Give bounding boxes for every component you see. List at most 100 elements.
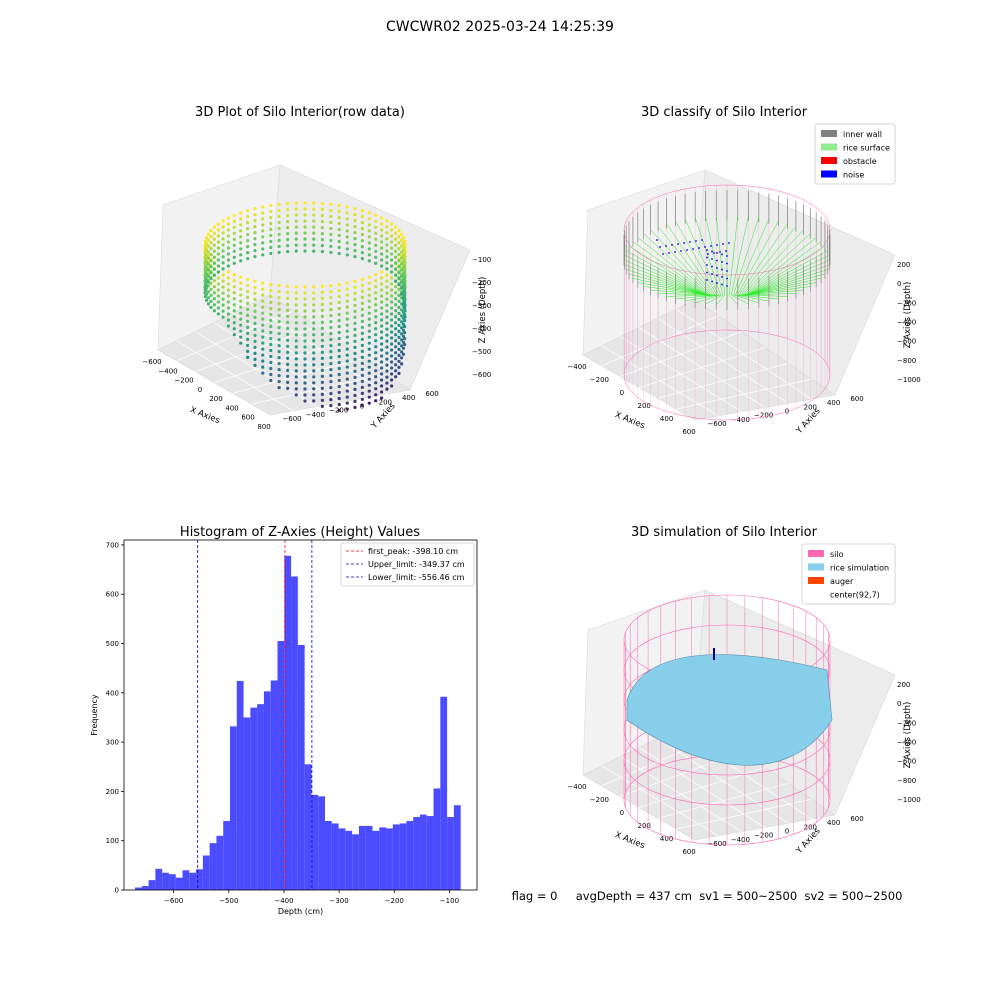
rice-surface-point (628, 273, 708, 296)
data-point (401, 266, 406, 270)
data-point (239, 217, 243, 221)
data-point (360, 343, 364, 348)
histogram-bar (399, 823, 407, 890)
data-point (312, 321, 316, 325)
noise-point (716, 244, 718, 246)
data-point (261, 347, 265, 351)
data-point (337, 342, 341, 347)
data-point (337, 233, 341, 238)
data-point (329, 325, 333, 330)
data-point (385, 369, 389, 373)
data-point (232, 273, 236, 277)
data-point (286, 244, 290, 248)
histogram-bar (426, 816, 434, 890)
data-point (312, 219, 316, 223)
data-point (221, 279, 225, 283)
y-tick-label: 500 (106, 640, 119, 648)
data-point (353, 309, 357, 313)
rice-surface-point (746, 273, 826, 296)
data-point (397, 299, 401, 303)
data-point (312, 369, 316, 373)
y-tick-label: −600 (282, 415, 301, 423)
data-point (353, 369, 357, 373)
data-point (269, 245, 273, 250)
data-point (380, 228, 384, 232)
data-point (353, 243, 357, 247)
data-point (367, 253, 371, 257)
data-point (320, 398, 324, 402)
data-point (212, 225, 216, 229)
data-point (320, 326, 324, 330)
data-point (401, 242, 406, 246)
data-point (294, 375, 298, 379)
data-point (277, 361, 281, 366)
data-point (212, 303, 216, 307)
rice-surface-point (624, 255, 707, 296)
data-point (261, 253, 265, 257)
histogram-bar (358, 825, 366, 890)
data-point (337, 366, 341, 371)
data-point (303, 393, 307, 397)
data-point (294, 381, 298, 385)
data-point (367, 259, 371, 263)
data-point (203, 239, 207, 243)
data-point (294, 333, 298, 337)
histogram-bar (236, 680, 244, 890)
simulation-shapes (623, 594, 833, 846)
data-point (320, 202, 324, 206)
data-point (269, 378, 273, 383)
data-point (390, 360, 394, 364)
noise-point (677, 243, 679, 245)
data-point (360, 301, 364, 306)
data-point (277, 220, 281, 225)
data-point (269, 251, 273, 256)
data-point (403, 281, 407, 285)
legend-label: rice surface (843, 144, 890, 153)
data-point (380, 234, 384, 238)
data-point (329, 238, 333, 243)
data-point (226, 222, 230, 226)
y-axis-label: Frequency (90, 694, 99, 736)
data-point (286, 356, 290, 360)
data-point (294, 231, 298, 235)
data-point (209, 235, 213, 239)
data-point (303, 231, 307, 235)
legend-label: Lower_limit: -556.46 cm (368, 573, 465, 582)
data-point (385, 363, 389, 367)
noise-point (662, 253, 664, 255)
data-point (303, 237, 307, 241)
data-point (320, 220, 324, 224)
data-point (239, 211, 243, 215)
data-point (312, 207, 316, 211)
data-point (203, 295, 207, 299)
data-point (239, 317, 243, 321)
histogram-bar (216, 835, 224, 890)
histogram-bar (223, 820, 231, 890)
data-point (312, 333, 316, 337)
data-point (246, 283, 250, 288)
data-point (394, 339, 398, 343)
data-point (261, 205, 265, 209)
data-point (374, 339, 378, 343)
data-point (204, 272, 209, 276)
data-point (380, 336, 384, 340)
noise-point (704, 246, 706, 248)
rice-surface-point (684, 218, 719, 296)
z-tick-label: −600 (897, 758, 916, 766)
data-point (246, 331, 250, 336)
data-point (294, 327, 298, 331)
data-point (337, 372, 341, 377)
data-point (399, 320, 404, 324)
data-point (269, 348, 273, 353)
histogram-bar (263, 691, 271, 890)
x-tick-label: 200 (638, 402, 651, 410)
data-point (312, 315, 316, 319)
data-point (226, 258, 230, 262)
data-point (239, 293, 243, 297)
data-point (286, 314, 290, 318)
data-point (206, 232, 211, 236)
noise-point (726, 277, 728, 280)
data-point (286, 226, 290, 230)
rice-surface-point (715, 215, 726, 296)
noise-point (671, 244, 673, 246)
